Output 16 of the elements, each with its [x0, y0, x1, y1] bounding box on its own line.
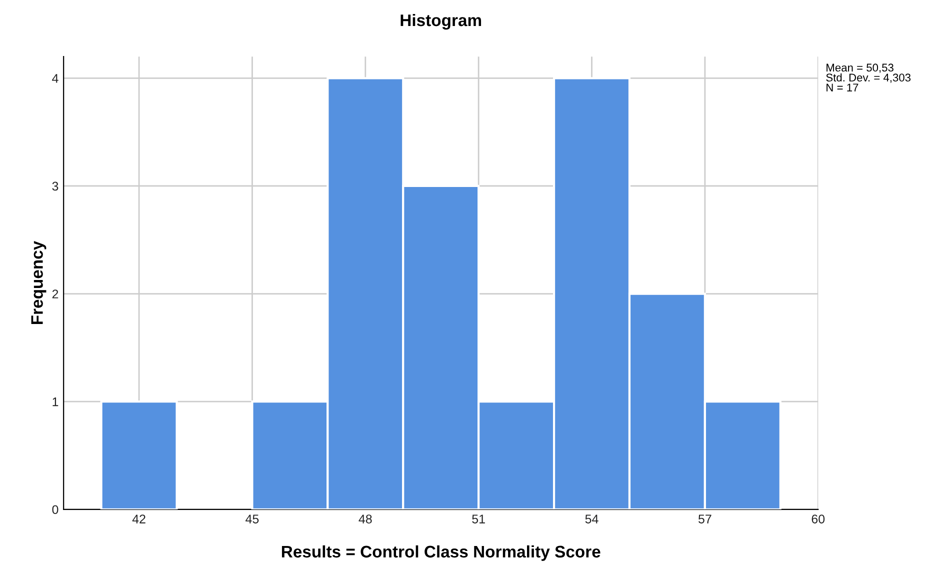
x-tick-label: 51: [472, 514, 485, 524]
x-tick-label: 60: [812, 514, 825, 524]
y-tick-label: 0: [52, 505, 58, 514]
x-axis-title: Results = Control Class Normality Score: [282, 545, 600, 561]
y-tick-label: 2: [52, 290, 58, 298]
y-tick-label: 4: [52, 74, 58, 83]
y-tick-label: 3: [52, 182, 58, 191]
y-axis-title: Frequency: [31, 240, 46, 324]
x-tick-label: 42: [132, 514, 146, 524]
y-tick-label: 1: [52, 398, 58, 406]
chart-title: Histogram: [400, 14, 482, 30]
x-tick-label: 54: [585, 514, 598, 524]
x-tick-label: 57: [698, 514, 712, 524]
x-tick-label: 45: [246, 514, 259, 524]
text: Mean = 50,53 Std. Dev. = 4,303 N = 17: [826, 64, 911, 92]
x-tick-label: 48: [358, 514, 372, 524]
